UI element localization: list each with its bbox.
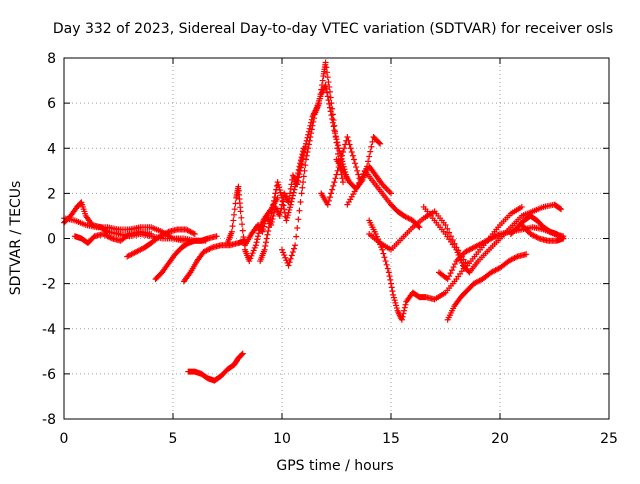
data-point-markers xyxy=(124,226,198,260)
series-sat-j xyxy=(257,145,307,265)
series-sat-e xyxy=(152,233,220,283)
y-tick-label: 2 xyxy=(47,186,56,202)
x-tick-label: 5 xyxy=(169,431,178,447)
x-tick-label: 10 xyxy=(273,431,291,447)
x-tick-label: 15 xyxy=(382,431,400,447)
chart-title: Day 332 of 2023, Sidereal Day-to-day VTE… xyxy=(53,21,613,37)
y-tick-label: -2 xyxy=(42,277,56,293)
grid xyxy=(64,58,609,419)
y-tick-label: 6 xyxy=(47,96,56,112)
data-points xyxy=(61,59,567,384)
series-sat-r xyxy=(420,201,565,276)
data-point-markers xyxy=(420,201,565,276)
series-sat-d xyxy=(124,226,198,260)
y-tick-label: 0 xyxy=(47,232,56,248)
y-tick-label: -6 xyxy=(42,367,56,383)
x-axis-label: GPS time / hours xyxy=(276,458,393,474)
y-tick-label: -4 xyxy=(42,322,56,338)
series-sat-o xyxy=(344,167,423,231)
data-point-markers xyxy=(279,59,347,269)
series-sat-s xyxy=(435,224,567,283)
data-point-markers xyxy=(435,224,567,283)
data-point-markers xyxy=(257,145,307,265)
plot-frame xyxy=(63,57,610,420)
x-tick-label: 0 xyxy=(60,431,69,447)
series-sat-g xyxy=(185,350,246,384)
series-sat-k xyxy=(279,59,347,269)
x-tick-label: 25 xyxy=(600,431,618,447)
series-sat-v xyxy=(518,221,567,244)
y-axis-label: SDTVAR / TECUs xyxy=(8,181,24,296)
data-point-markers xyxy=(444,251,530,323)
data-point-markers xyxy=(152,233,220,283)
series-sat-t xyxy=(444,251,530,323)
x-tick-label: 20 xyxy=(491,431,509,447)
series-sat-f xyxy=(180,237,248,285)
data-point-markers xyxy=(296,82,351,183)
data-point-markers xyxy=(71,228,155,247)
data-point-markers xyxy=(180,237,248,285)
y-tick-label: 4 xyxy=(47,141,56,157)
data-point-markers xyxy=(518,221,567,244)
y-tick-label: -8 xyxy=(42,412,56,428)
series-sat-l xyxy=(296,82,351,183)
y-tick-label: 8 xyxy=(47,51,56,67)
data-point-markers xyxy=(185,350,246,384)
series-sat-c xyxy=(71,228,155,247)
data-point-markers xyxy=(344,167,423,231)
